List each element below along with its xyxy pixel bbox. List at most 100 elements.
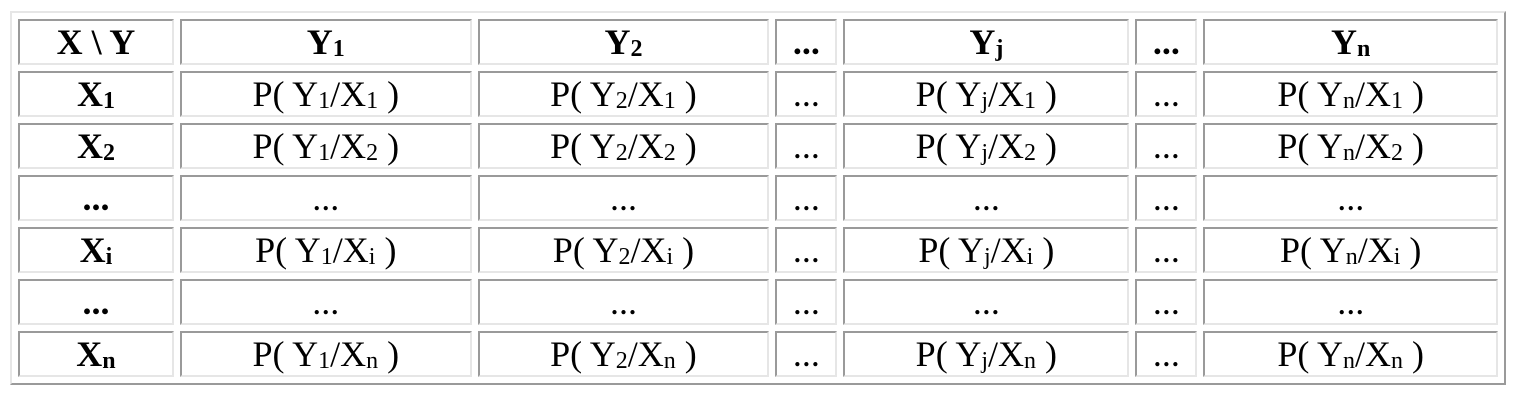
cell-text-suffix: ): [378, 334, 400, 374]
cell-text-prefix: ...: [1152, 334, 1180, 374]
cell-text-given: /X: [990, 230, 1027, 270]
probability-cell: P( Y1/Xn ): [179, 331, 472, 377]
cell-text-given: /X: [627, 126, 664, 166]
probability-cell: ...: [1135, 227, 1198, 273]
probability-cell: P( Yn/X2 ): [1203, 123, 1498, 169]
probability-cell: ...: [1135, 71, 1198, 117]
cell-text-prefix: ...: [792, 282, 820, 322]
cell-subscript-x: 1: [1391, 88, 1404, 114]
cell-text-given: /X: [1357, 230, 1394, 270]
cell-text-prefix: P( Y: [252, 74, 319, 114]
probability-cell: ...: [1135, 331, 1198, 377]
cell-text-given: /X: [1355, 334, 1392, 374]
cell-text-given: /X: [1355, 74, 1392, 114]
probability-cell: ...: [1203, 279, 1498, 325]
cell-text-prefix: ...: [972, 178, 1000, 218]
probability-cell: ...: [1203, 175, 1498, 221]
cell-subscript-x: i: [1026, 244, 1034, 270]
cell-subscript-y: 2: [615, 348, 628, 374]
cell-text-suffix: ): [1036, 126, 1058, 166]
probability-cell: P( Yj/Xn ): [843, 331, 1130, 377]
cell-text-suffix: ): [378, 74, 400, 114]
cell-text-given: /X: [330, 126, 367, 166]
probability-cell: P( Yn/Xi ): [1203, 227, 1498, 273]
cell-text-prefix: ...: [792, 126, 820, 166]
cell-text-prefix: ...: [1152, 230, 1180, 270]
cell-text-suffix: ): [673, 230, 695, 270]
header-text: X \ Y: [56, 22, 136, 62]
header-cell-yn: Yn: [1203, 19, 1498, 65]
table-body: X1 P( Y1/X1 ) P( Y2/X1 )... P( Yj/X1 )... P(…: [18, 71, 1498, 377]
cell-subscript-y: 1: [320, 244, 333, 270]
cell-text-prefix: ...: [972, 282, 1000, 322]
cell-text-suffix: ): [675, 334, 697, 374]
probability-cell: P( Yn/Xn ): [1203, 331, 1498, 377]
cell-text-prefix: P( Y: [915, 74, 982, 114]
probability-cell: ...: [775, 123, 838, 169]
cell-text-given: /X: [330, 334, 367, 374]
header-text: ...: [792, 22, 820, 62]
header-cell-corner: X \ Y: [18, 19, 174, 65]
probability-cell: ...: [179, 279, 472, 325]
cell-subscript-y: 1: [318, 140, 331, 166]
row-header-cell: X2: [18, 123, 174, 169]
cell-subscript-y: 2: [618, 244, 631, 270]
cell-text-prefix: ...: [1152, 282, 1180, 322]
cell-text-prefix: P( Y: [915, 334, 982, 374]
cell-text-prefix: P( Y: [1277, 126, 1344, 166]
cell-text-given: /X: [988, 126, 1025, 166]
header-subscript: 1: [332, 36, 345, 62]
cell-text-prefix: ...: [1152, 74, 1180, 114]
probability-cell: P( Yj/X1 ): [843, 71, 1130, 117]
probability-cell: P( Y1/X2 ): [179, 123, 472, 169]
cell-subscript-y: 1: [318, 348, 331, 374]
cell-text-prefix: P( Y: [1280, 230, 1346, 270]
cell-subscript-x: 2: [1391, 140, 1404, 166]
probability-cell: ...: [775, 331, 838, 377]
cell-text-prefix: ...: [1152, 178, 1180, 218]
table-row: Xn P( Y1/Xn ) P( Y2/Xn )... P( Yj/Xn )... P(…: [18, 331, 1498, 377]
probability-cell: P( Yj/Xi ): [843, 227, 1130, 273]
cell-text-suffix: ): [1403, 334, 1425, 374]
row-header-cell: X1: [18, 71, 174, 117]
cell-subscript-y: j: [981, 348, 989, 374]
row-header-cell: Xi: [18, 227, 174, 273]
header-cell-ellipsis: ...: [775, 19, 838, 65]
row-header-text: X: [79, 230, 106, 270]
header-text: Y: [604, 22, 631, 62]
cell-subscript-x: i: [1393, 244, 1401, 270]
cell-subscript-y: j: [981, 140, 989, 166]
cell-subscript-y: j: [984, 244, 991, 270]
probability-cell: ...: [179, 175, 472, 221]
header-subscript: j: [995, 36, 1004, 62]
cell-subscript-y: 1: [318, 88, 331, 114]
header-cell-y2: Y2: [477, 19, 770, 65]
header-text: Y: [969, 22, 996, 62]
cell-subscript-x: 2: [1024, 140, 1037, 166]
cell-text-given: /X: [988, 334, 1025, 374]
cell-text-suffix: ): [675, 74, 697, 114]
cell-text-prefix: ...: [312, 178, 340, 218]
cell-text-prefix: P( Y: [1277, 334, 1344, 374]
probability-cell: P( Y2/Xi ): [477, 227, 770, 273]
probability-cell: ...: [477, 279, 770, 325]
cell-text-suffix: ): [1403, 74, 1425, 114]
cell-text-suffix: ): [1036, 74, 1058, 114]
cell-subscript-x: n: [663, 348, 676, 374]
table-row: .....................: [18, 175, 1498, 221]
row-header-text: X: [76, 126, 103, 166]
header-row: X \ Y Y1 Y2 ... Yj ... Yn: [18, 19, 1498, 65]
cell-text-prefix: P( Y: [918, 230, 984, 270]
header-subscript: n: [1357, 36, 1371, 62]
probability-cell: P( Y2/Xn ): [477, 331, 770, 377]
cell-text-suffix: ): [1400, 230, 1422, 270]
cell-text-prefix: P( Y: [550, 334, 616, 374]
row-header-text: X: [76, 74, 103, 114]
cell-subscript-x: 1: [663, 88, 676, 114]
probability-cell: ...: [477, 175, 770, 221]
cell-text-prefix: P( Y: [550, 126, 616, 166]
cell-subscript-x: 2: [366, 140, 379, 166]
conditional-probability-table: X \ Y Y1 Y2 ... Yj ... Yn X1 P( Y1/X1 ) P(…: [12, 13, 1504, 383]
row-header-subscript: i: [105, 244, 113, 270]
cell-text-prefix: ...: [609, 282, 637, 322]
